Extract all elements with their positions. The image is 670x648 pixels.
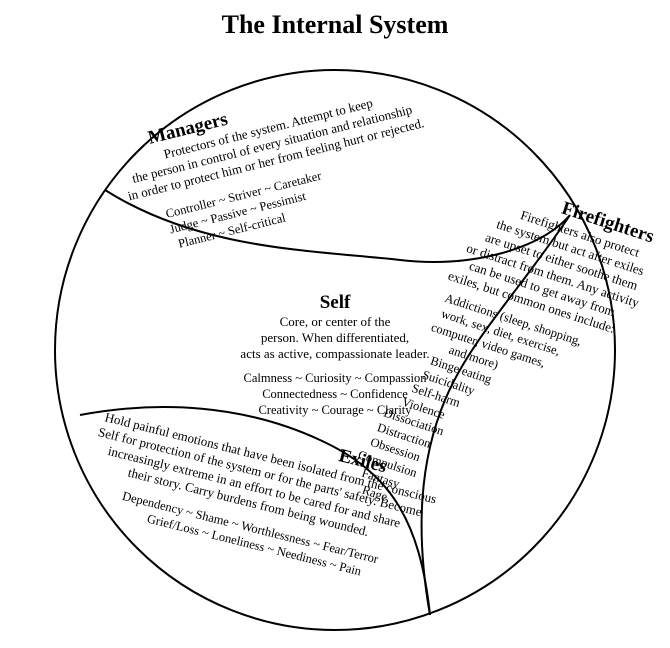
self-heading: Self bbox=[320, 292, 351, 313]
self-body-2: acts as active, compassionate leader. bbox=[240, 346, 429, 361]
self-q-1: Connectedness ~ Confidence bbox=[262, 387, 408, 401]
self-body-1: person. When differentiated, bbox=[261, 330, 409, 345]
section-self: Self Core, or center of the person. When… bbox=[240, 292, 429, 417]
self-q-0: Calmness ~ Curiosity ~ Compassion bbox=[244, 371, 428, 385]
diagram-container: The Internal System Self Core, or center… bbox=[0, 0, 670, 643]
section-managers: Managers Protectors of the system. Attem… bbox=[113, 63, 439, 260]
ifs-diagram: Self Core, or center of the person. When… bbox=[0, 0, 670, 643]
self-body-0: Core, or center of the bbox=[280, 314, 391, 329]
page-title: The Internal System bbox=[0, 10, 670, 40]
